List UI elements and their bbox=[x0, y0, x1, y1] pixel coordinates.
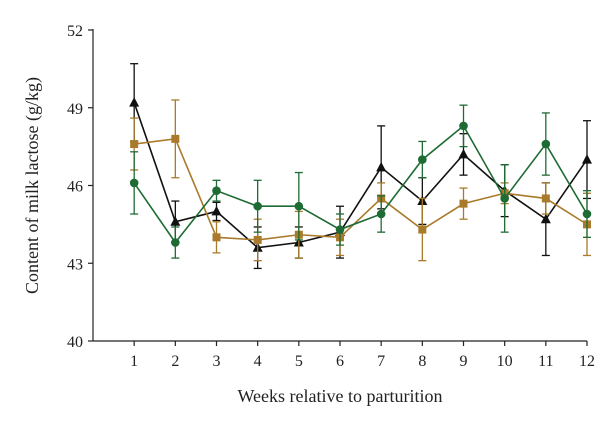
series-circle bbox=[129, 104, 592, 259]
series-triangle bbox=[129, 63, 592, 270]
data-point-square bbox=[418, 225, 427, 234]
x-tick-label: 4 bbox=[254, 353, 262, 370]
x-tick-label: 12 bbox=[579, 353, 595, 370]
x-ticks: 1 2 3 4 5 6 7 8 9 10 11 12 bbox=[130, 341, 595, 370]
data-point-circle bbox=[459, 121, 468, 131]
data-point-square bbox=[171, 134, 180, 143]
x-tick-label: 1 bbox=[130, 353, 138, 370]
y-tick-label: 49 bbox=[67, 101, 83, 118]
data-point-square bbox=[130, 140, 139, 149]
x-tick-label: 5 bbox=[295, 353, 303, 370]
data-point-circle bbox=[129, 178, 139, 188]
x-tick-label: 9 bbox=[460, 353, 468, 370]
series-line bbox=[133, 102, 588, 249]
data-point-circle bbox=[500, 194, 509, 203]
data-point-circle bbox=[171, 238, 180, 247]
data-point-triangle bbox=[458, 148, 469, 159]
y-ticks: 40 43 46 49 52 bbox=[67, 23, 93, 351]
data-point-triangle bbox=[129, 97, 140, 107]
y-tick-label: 40 bbox=[67, 334, 83, 351]
series-line bbox=[134, 137, 588, 241]
axes bbox=[92, 29, 587, 342]
data-point-circle bbox=[376, 209, 386, 219]
data-point-circle bbox=[253, 201, 262, 211]
data-point-circle bbox=[582, 209, 592, 219]
data-point-circle bbox=[294, 201, 304, 211]
data-point-triangle bbox=[540, 213, 551, 224]
data-point-square bbox=[253, 235, 262, 244]
series-layer bbox=[129, 63, 592, 270]
y-tick-label: 46 bbox=[67, 179, 83, 196]
x-tick-label: 3 bbox=[213, 353, 221, 370]
data-point-triangle bbox=[582, 154, 592, 164]
series-square bbox=[130, 99, 591, 262]
data-point-circle bbox=[541, 139, 551, 149]
x-tick-label: 8 bbox=[418, 353, 426, 370]
x-tick-label: 10 bbox=[497, 353, 513, 370]
data-point-triangle bbox=[211, 205, 222, 216]
x-axis-title: Weeks relative to parturition bbox=[238, 386, 443, 406]
data-point-square bbox=[541, 194, 550, 203]
data-point-triangle bbox=[376, 161, 387, 172]
x-tick-label: 7 bbox=[377, 353, 385, 370]
x-tick-label: 6 bbox=[336, 353, 344, 370]
x-tick-label: 2 bbox=[171, 353, 179, 370]
series-line bbox=[133, 124, 588, 244]
data-point-square bbox=[459, 199, 468, 208]
y-axis-title: Content of milk lactose (g/kg) bbox=[22, 77, 43, 294]
data-point-circle bbox=[335, 225, 345, 234]
y-tick-label: 52 bbox=[67, 23, 83, 40]
data-point-square bbox=[212, 233, 221, 242]
data-point-circle bbox=[418, 155, 427, 164]
y-tick-label: 43 bbox=[67, 256, 83, 273]
data-point-circle bbox=[212, 186, 221, 195]
data-point-triangle bbox=[170, 216, 181, 226]
x-tick-label: 11 bbox=[538, 353, 553, 370]
